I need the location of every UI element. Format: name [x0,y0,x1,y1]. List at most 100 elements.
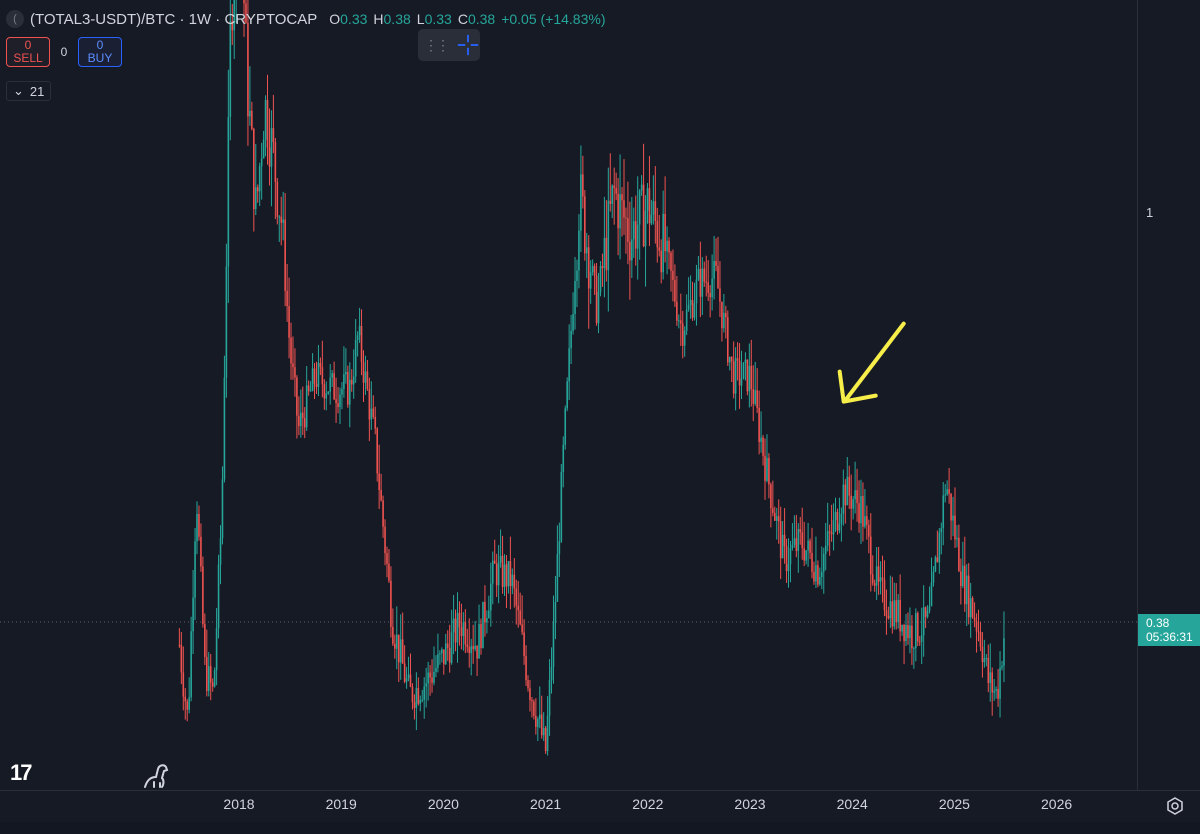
last-price: 0.38 [1146,616,1170,630]
candle-body [940,528,943,533]
floating-toolbar[interactable]: ⋮⋮ [418,29,480,61]
candle-body [656,220,659,248]
candle-body [746,359,749,392]
candle-body [384,526,386,554]
candle-body [307,385,310,392]
candle-body [629,241,631,261]
time-tick-label: 2021 [530,796,562,812]
candle-body [339,394,341,407]
candle-body [472,646,474,650]
candle-body [341,388,343,395]
candle-body [934,557,937,572]
candle-body [554,601,557,623]
candle-body [348,379,351,405]
candle-body [813,571,815,582]
candle-body [701,268,704,297]
close-label: C [457,11,468,27]
candle-body [376,428,379,474]
buy-button[interactable]: 0 BUY [78,37,122,67]
candle-body [552,622,555,667]
candle-body [286,290,288,307]
candle-body [973,617,976,622]
candle-body [742,362,745,379]
candle-body [997,688,999,699]
candle-body [644,210,647,247]
candle-body [607,200,610,271]
candle-body [783,534,786,547]
candle-body [634,221,637,249]
chevron-down-icon: ⌄ [13,83,24,98]
sell-button[interactable]: 0 SELL [6,37,50,67]
candle-body [926,610,929,617]
candle-body [817,565,819,585]
candle-body [540,714,543,736]
candle-body [795,538,798,551]
candle-body [858,503,860,524]
candle-body [478,624,480,659]
candle-body [572,314,574,331]
candle-body [828,531,831,533]
candle-body [358,325,361,336]
candle-body [803,548,805,561]
crosshair-icon[interactable] [456,32,480,58]
candle-body [356,335,359,341]
candle-body [272,128,275,143]
tradingview-logo-icon[interactable]: 17 [10,760,33,785]
candle-body [466,644,469,648]
candle-body [442,649,445,665]
candle-body [399,639,402,663]
candle-body [697,268,700,280]
candle-body [531,700,533,702]
candle-body [954,515,956,540]
candle-body [470,646,473,654]
ohlc-values: O 0.33 H 0.38 L 0.33 C 0.38 [329,11,501,27]
candle-body [509,561,512,587]
candle-body [231,21,234,31]
time-tick-label: 2026 [1041,796,1073,812]
candle-body [260,158,263,167]
candle-body [822,553,825,572]
drag-grip-icon[interactable]: ⋮⋮ [424,36,450,53]
candle-body [605,237,608,271]
candlestick-plot[interactable] [0,0,1137,790]
candle-body [695,279,698,304]
candle-body [991,672,994,693]
candle-body [687,304,690,310]
indicator-toggle[interactable]: ⌄ 21 [6,81,52,101]
dino-icon[interactable] [142,760,172,790]
settings-icon[interactable] [1166,797,1184,815]
candle-body [930,582,933,607]
candle-body [315,383,318,387]
candle-body [576,270,578,282]
symbol-title[interactable]: (TOTAL3-USDT)/BTC · 1W · CRYPTOCAP [30,10,318,28]
time-tick-label: 2024 [836,796,868,812]
candle-body [631,239,633,261]
candle-body [924,607,927,617]
candle-body [958,537,960,572]
candle-body [468,647,471,654]
candle-body [799,529,802,533]
candle-body [768,457,770,485]
candle-body [750,365,753,390]
change-value: +0.05 (+14.83%) [501,11,606,27]
open-label: O [329,11,341,27]
candle-body [791,544,794,549]
candle-body [685,309,688,331]
candle-body [303,418,306,428]
candle-body [258,166,261,192]
candle-body [533,701,535,716]
candle-body [987,658,990,683]
candle-body [707,282,710,293]
candle-body [495,563,498,586]
candle-body [868,524,870,537]
candle-body [636,224,639,249]
symbol-icon[interactable]: ( [6,10,24,28]
candle-body [213,670,216,687]
candle-body [580,174,582,231]
candle-body [726,317,729,363]
candle-body [678,320,680,322]
candle-body [960,571,962,587]
candle-body [245,3,247,23]
candle-body [499,555,502,563]
